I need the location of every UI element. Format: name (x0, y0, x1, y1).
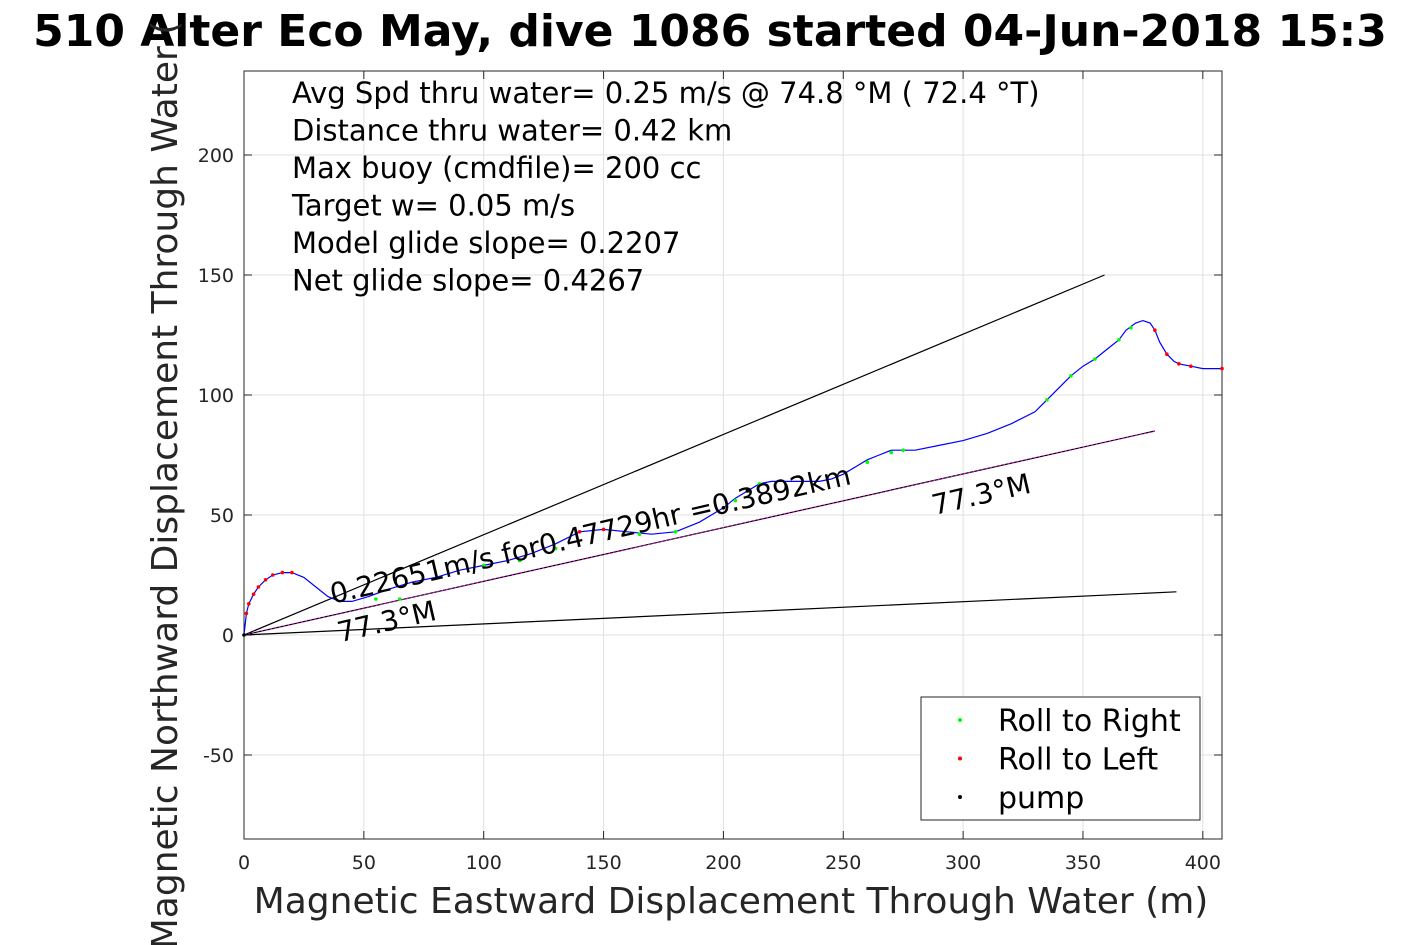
legend-label: pump (998, 781, 1084, 816)
x-tick-label: 0 (238, 852, 250, 874)
legend-marker (958, 718, 962, 722)
point-pump (721, 506, 726, 510)
legend-label: Roll to Right (998, 704, 1181, 739)
point-roll-to-left (244, 611, 249, 616)
reference-line-upper (243, 274, 1105, 636)
point-roll-to-left (1189, 364, 1193, 369)
reference-lines (243, 274, 1177, 636)
y-tick-label: 50 (210, 505, 234, 527)
point-roll-to-right (673, 530, 678, 534)
point-roll-to-right (901, 448, 905, 453)
point-roll-to-left (290, 570, 294, 575)
point-roll-to-right (733, 498, 738, 503)
annotation: 77.3°M (929, 467, 1034, 522)
point-roll-to-right (517, 558, 522, 563)
legend-marker (958, 756, 962, 761)
x-tick-label: 250 (825, 852, 861, 874)
point-roll-to-left (1165, 352, 1169, 357)
point-roll-to-left (263, 578, 268, 582)
reference-line-lower (243, 591, 1177, 636)
point-roll-to-left (246, 602, 251, 606)
y-tick-label: 0 (222, 625, 234, 647)
point-roll-to-right (1069, 374, 1073, 378)
point-roll-to-left (280, 570, 285, 575)
point-roll-to-left (256, 585, 261, 589)
point-roll-to-left (251, 592, 256, 596)
point-pump (242, 633, 246, 637)
legend-marker (958, 795, 962, 799)
point-pump (745, 489, 750, 493)
info-line: Net glide slope= 0.4267 (292, 264, 644, 298)
reference-line-heading (243, 430, 1156, 636)
info-line: Distance thru water= 0.42 km (292, 114, 732, 148)
y-axis-label: Magnetic Northward Displacement Through … (145, 21, 186, 945)
x-tick-label: 200 (705, 852, 741, 874)
x-tick-label: 350 (1065, 852, 1101, 874)
y-tick-label: 200 (198, 145, 234, 167)
point-roll-to-left (1153, 328, 1157, 333)
point-roll-to-right (889, 450, 894, 455)
legend-label: Roll to Left (998, 743, 1158, 778)
point-roll-to-right (637, 532, 642, 536)
x-tick-label: 50 (352, 852, 376, 874)
point-roll-to-right (865, 460, 870, 465)
info-line: Target w= 0.05 m/s (291, 189, 575, 223)
info-line: Model glide slope= 0.2207 (292, 226, 680, 260)
x-tick-label: 400 (1185, 852, 1221, 874)
point-roll-to-right (1093, 357, 1097, 361)
point-roll-to-right (1117, 338, 1121, 342)
point-roll-to-right (398, 597, 402, 601)
annotation: 0.22651m/s for0.47729hr =0.3892km (327, 458, 854, 610)
point-roll-to-right (1045, 398, 1049, 402)
plot-frame (243, 70, 1223, 840)
x-tick-label: 300 (945, 852, 981, 874)
point-roll-to-right (553, 546, 558, 551)
chart-title: 510 Alter Eco May, dive 1086 started 04-… (33, 6, 1387, 57)
x-tick-label: 150 (585, 852, 621, 874)
annotations: 0.22651m/s for0.47729hr =0.3892km77.3°M7… (327, 458, 1034, 649)
y-tick-label: 150 (198, 265, 234, 287)
grid (243, 71, 1222, 839)
data-series (242, 319, 1224, 637)
point-roll-to-right (1129, 326, 1133, 330)
point-roll-to-left (1177, 362, 1181, 366)
info-line: Avg Spd thru water= 0.25 m/s @ 74.8 °M (… (292, 76, 1040, 110)
axis-ticks: 0 50 100 150 200 250 300 350 400 -50 0 50 100 150 200 (198, 71, 1222, 874)
point-roll-to-left (577, 530, 582, 534)
point-roll-to-right (481, 563, 486, 568)
point-roll-to-left (270, 573, 275, 577)
point-roll-to-right (374, 597, 378, 601)
point-roll-to-left (1220, 366, 1224, 371)
info-text-block: Avg Spd thru water= 0.25 m/s @ 74.8 °M (… (291, 76, 1040, 298)
series-line-track (243, 319, 1222, 636)
point-roll-to-right (757, 482, 762, 486)
x-axis-label: Magnetic Eastward Displacement Through W… (254, 881, 1209, 922)
info-line: Max buoy (cmdfile)= 200 cc (292, 151, 701, 185)
point-roll-to-left (601, 527, 606, 532)
y-tick-label: -50 (203, 745, 234, 767)
legend-box (920, 696, 1201, 821)
y-tick-label: 100 (198, 385, 234, 407)
x-tick-label: 100 (466, 852, 502, 874)
